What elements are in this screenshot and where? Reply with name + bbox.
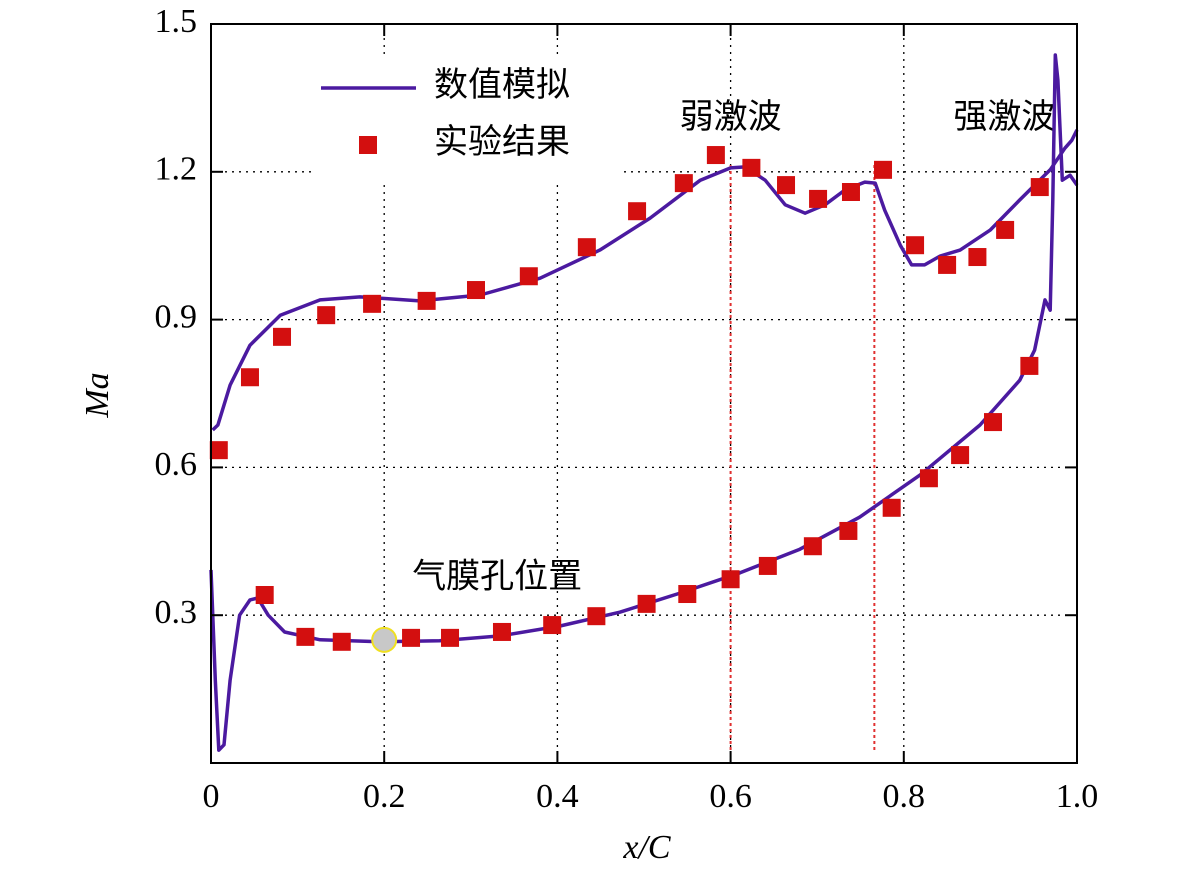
point — [983, 413, 1002, 432]
y-tick-label: 0.9 — [155, 298, 198, 335]
point — [919, 469, 938, 488]
point — [874, 160, 893, 179]
x-tick-label: 0 — [203, 778, 220, 815]
x-tick-label: 0.2 — [363, 778, 406, 815]
x-tick-label: 0.8 — [883, 778, 926, 815]
point — [466, 281, 485, 300]
plot-frame — [210, 23, 1078, 764]
point — [317, 306, 336, 325]
film-hole — [371, 626, 398, 653]
y-tick-label: 0.6 — [155, 446, 198, 483]
point — [1020, 356, 1039, 375]
point — [996, 220, 1015, 239]
point — [637, 594, 656, 613]
annotation: 强激波 — [953, 98, 1055, 136]
point — [721, 570, 740, 589]
legend-label: 数值模拟 — [434, 66, 570, 104]
point — [706, 146, 725, 165]
x-tick-label: 1.0 — [1056, 778, 1099, 815]
point — [951, 446, 970, 465]
point — [363, 294, 382, 313]
point — [587, 607, 606, 626]
line — [211, 129, 1079, 432]
point — [519, 267, 538, 286]
film-hole-label: 气膜孔位置 — [412, 558, 582, 596]
x-tick-label: 0.4 — [536, 778, 579, 815]
y-tick-label: 1.5 — [155, 3, 198, 40]
point — [240, 368, 259, 387]
point — [441, 628, 460, 647]
point — [296, 627, 315, 646]
legend-background — [311, 55, 621, 180]
point — [758, 556, 777, 575]
point — [402, 628, 421, 647]
point — [839, 521, 858, 540]
legend-label: 实验结果 — [434, 123, 570, 161]
annotation: 弱激波 — [680, 98, 782, 136]
point — [209, 441, 228, 460]
legend-swatch — [359, 136, 377, 154]
point — [938, 255, 957, 274]
y-tick-label: 0.3 — [155, 594, 198, 631]
point — [1030, 178, 1049, 197]
point — [492, 622, 511, 641]
point — [628, 202, 647, 221]
point — [674, 174, 693, 193]
point — [742, 158, 761, 177]
point — [332, 632, 351, 651]
y-axis-label: Ma — [79, 372, 116, 418]
point — [777, 176, 796, 195]
x-tick-label: 0.6 — [709, 778, 752, 815]
point — [577, 238, 596, 257]
point — [882, 498, 901, 517]
point — [273, 327, 292, 346]
point — [841, 182, 860, 201]
point — [968, 248, 987, 267]
point — [255, 586, 274, 605]
y-tick-label: 1.2 — [155, 151, 198, 188]
point — [906, 236, 925, 255]
point — [543, 616, 562, 635]
x-axis-label: x/C — [622, 829, 671, 866]
point — [803, 537, 822, 556]
point — [809, 189, 828, 208]
point — [678, 585, 697, 604]
point — [417, 291, 436, 310]
